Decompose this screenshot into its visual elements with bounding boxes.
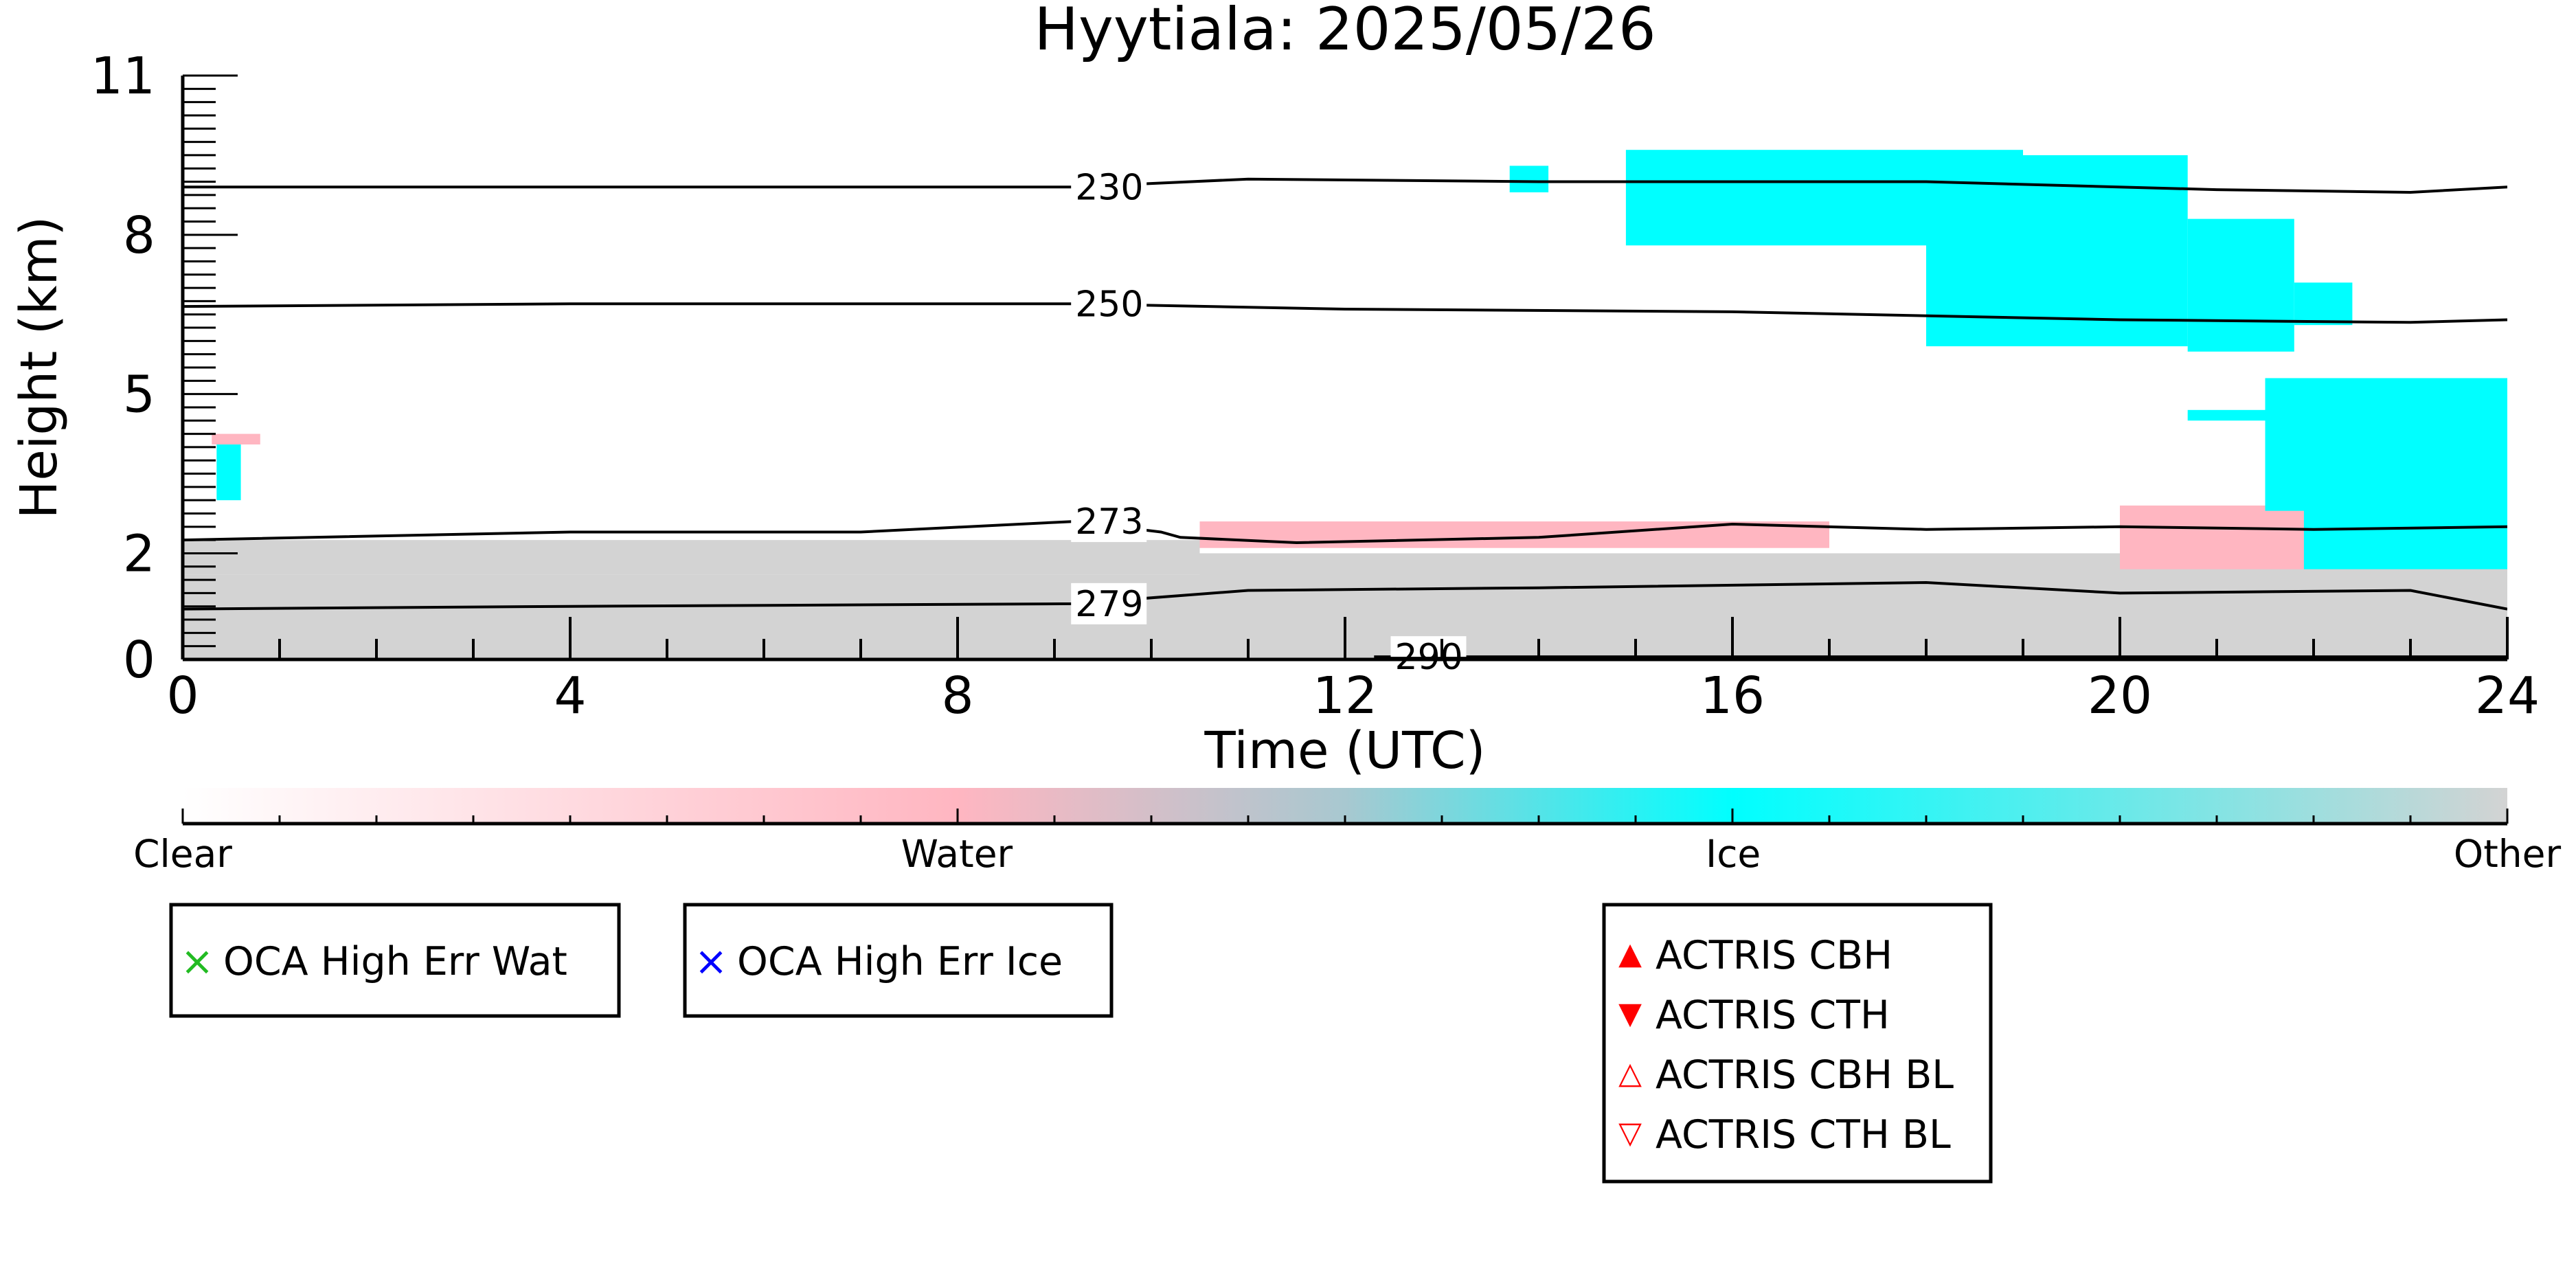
- legend-marker-oca-wat: ×: [181, 938, 214, 984]
- legend-label-actris-cbh-bl: ACTRIS CBH BL: [1656, 1052, 1954, 1098]
- legend-label-actris-cth: ACTRIS CTH: [1656, 993, 1890, 1038]
- region-ice-5: [216, 444, 241, 501]
- colorbar-label-other: Other: [2454, 832, 2562, 876]
- region-ice-11: [2187, 218, 2294, 352]
- legend-marker-oca-ice: ×: [694, 938, 728, 984]
- x-tick-label: 20: [2088, 666, 2152, 725]
- region-other-1: [183, 540, 1200, 575]
- contour-273: [183, 520, 2507, 545]
- contour-labels: 230 250 273 279 290: [1071, 166, 1467, 678]
- legend-marker-actris-cth: ▼: [1618, 996, 1642, 1031]
- legend-label-oca-ice: OCA High Err Ice: [737, 939, 1063, 984]
- legend-marker-actris-cbh: ▲: [1618, 936, 1642, 971]
- x-tick-label: 4: [554, 666, 586, 725]
- y-tick-label: 2: [123, 524, 155, 583]
- region-water-4: [212, 433, 260, 445]
- colorbar-ticks: [181, 809, 2509, 826]
- contour-label-bg-230: [1071, 166, 1147, 208]
- contour-label-279: 279: [1075, 584, 1143, 625]
- y-tick-label: 11: [91, 47, 155, 106]
- y-tick-label: 5: [123, 365, 155, 425]
- legend-marker-actris-cth-bl: ▽: [1618, 1116, 1642, 1151]
- x-axis-label: Time (UTC): [1204, 721, 1485, 780]
- colorbar-label-clear: Clear: [133, 832, 232, 876]
- contour-label-250: 250: [1075, 284, 1143, 325]
- chart-title: Hyytiala: 2025/05/26: [1034, 0, 1656, 64]
- x-tick-label: 12: [1313, 666, 1377, 725]
- colorbar-label-water: Water: [901, 832, 1013, 876]
- legend-label-actris-cbh: ACTRIS CBH: [1656, 933, 1893, 978]
- region-ice-8: [1509, 166, 1549, 192]
- x-tick-label: 8: [941, 666, 973, 725]
- region-ice-12: [2294, 282, 2353, 326]
- contour-279: [183, 580, 2507, 611]
- legend-label-oca-wat: OCA High Err Wat: [223, 939, 567, 984]
- plot-area: 230 250 273 279 290 0 4 8 12 16 20 24 0 2 5 8 11: [91, 47, 2540, 725]
- colorbar-label-ice: Ice: [1706, 832, 1761, 876]
- legend-box-oca-wat: × OCA High Err Wat: [169, 903, 621, 1018]
- x-tick-label: 24: [2475, 666, 2540, 725]
- y-tick-label: 8: [123, 206, 155, 265]
- colorbar: Clear Water Ice Other: [133, 788, 2561, 876]
- contour-label-273: 273: [1075, 501, 1143, 543]
- contour-label-bg-273: [1071, 501, 1147, 543]
- colorbar-labels: Clear Water Ice Other: [133, 832, 2561, 876]
- contour-label-bg-250: [1071, 283, 1147, 325]
- class-regions: [183, 150, 2507, 659]
- legend-marker-actris-cbh-bl: △: [1618, 1056, 1642, 1091]
- axes: 0 4 8 12 16 20 24 0 2 5 8 11: [91, 47, 2540, 725]
- x-tick-label: 0: [166, 666, 199, 725]
- y-axis-label: Height (km): [10, 216, 69, 519]
- region-ice-13: [2187, 409, 2266, 421]
- contour-label-230: 230: [1075, 167, 1143, 208]
- region-ice-14: [2265, 378, 2507, 511]
- contour-250: [183, 302, 2507, 324]
- legend-label-actris-cth-bl: ACTRIS CTH BL: [1656, 1112, 1951, 1157]
- contour-label-bg-279: [1071, 583, 1147, 624]
- legend-box-actris: ▲ ACTRIS CBH ▼ ACTRIS CTH △ ACTRIS CBH B…: [1602, 903, 1993, 1184]
- legend-box-oca-ice: × OCA High Err Ice: [683, 903, 1114, 1018]
- region-other-2: [1199, 553, 2120, 607]
- y-tick-label: 0: [123, 631, 155, 690]
- contour-label-bg-290: [1390, 636, 1467, 657]
- x-tick-label: 16: [1700, 666, 1765, 725]
- contour-label-290: 290: [1395, 637, 1463, 678]
